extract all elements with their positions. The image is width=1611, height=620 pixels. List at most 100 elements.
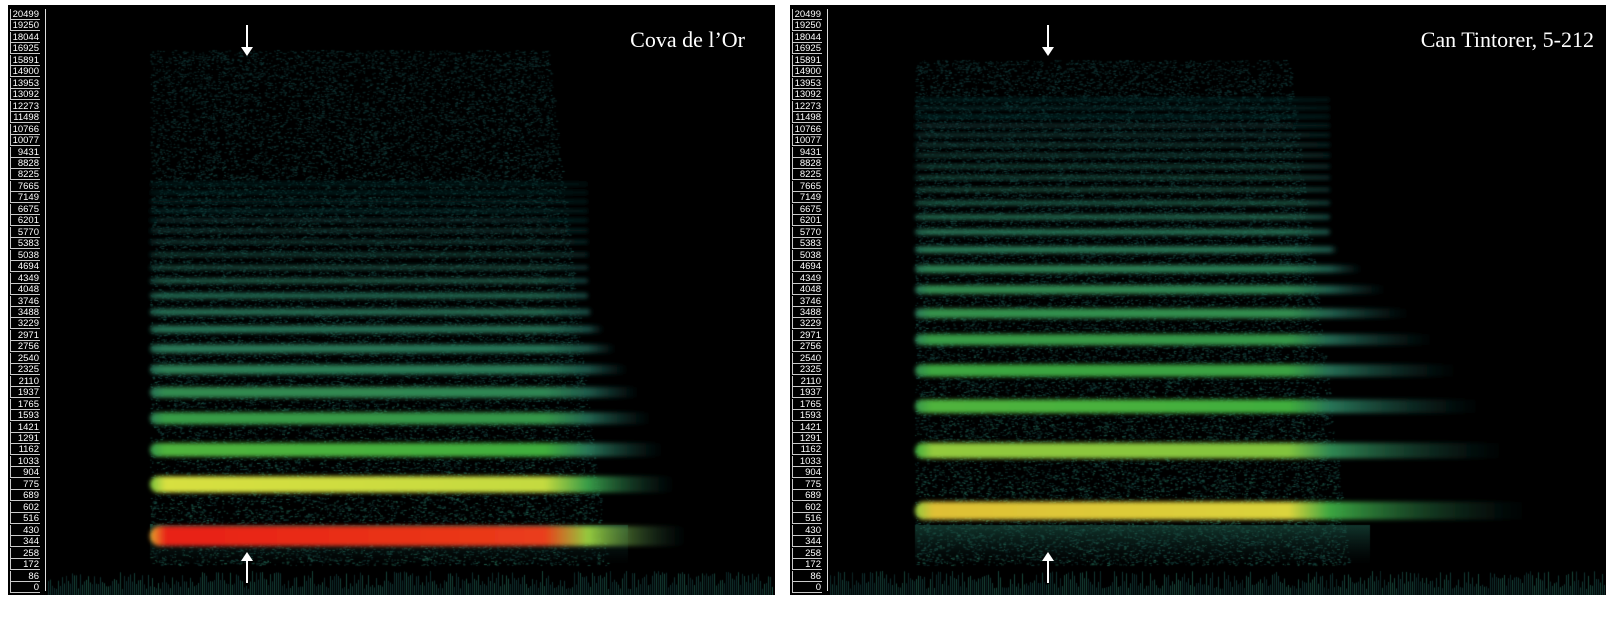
y-tick-label: 4048 [792,284,822,296]
harmonic-band [915,154,1330,157]
harmonic-band [915,399,1482,414]
harmonic-band [915,188,1330,192]
y-tick-label: 258 [10,547,40,559]
down-arrow-icon [241,25,253,56]
y-tick-label: 20499 [792,9,822,20]
y-tick-label: 0 [10,582,40,593]
harmonic-band [915,265,1362,273]
y-tick-label: 5383 [10,238,40,250]
noise-layer [48,5,773,595]
spectrogram-plot-left [48,5,773,595]
y-tick-label: 3229 [10,318,40,330]
y-tick-label: 1033 [792,455,822,467]
y-tick-label: 3746 [10,295,40,307]
y-tick-label: 1162 [792,444,822,456]
harmonics-layer [150,182,688,546]
y-tick-label: 516 [10,513,40,525]
y-tick-label: 1033 [10,455,40,467]
y-tick-label: 14900 [10,66,40,78]
y-tick-label: 13092 [10,89,40,101]
y-tick-label: 3746 [792,295,822,307]
frequency-axis-right: 20499 19250 18044 16925 15891 14900 13953 13092… [790,5,828,595]
y-tick-label: 4694 [792,261,822,273]
harmonics-layer [915,98,1530,520]
harmonic-band [915,285,1386,294]
harmonic-band [915,334,1434,346]
y-tick-label: 5770 [10,226,40,238]
y-tick-label: 1937 [792,387,822,399]
y-tick-label: 6201 [792,215,822,227]
y-tick-label: 15891 [10,54,40,66]
y-tick-label: 775 [10,478,40,490]
y-tick-label: 16925 [10,43,40,55]
y-tick-label: 5770 [792,226,822,238]
y-tick-label: 1765 [10,398,40,410]
y-tick-label: 2756 [792,341,822,353]
harmonic-band [915,308,1410,319]
harmonic-band [915,143,1330,147]
y-tick-label: 8225 [792,169,822,181]
y-tick-label: 2110 [10,375,40,387]
y-tick-label: 1765 [792,398,822,410]
harmonic-band [150,387,640,398]
y-tick-label: 4349 [10,272,40,284]
harmonic-band [915,246,1338,253]
y-tick-label: 8828 [792,157,822,169]
y-tick-label: 2110 [792,375,822,387]
y-tick-label: 5038 [10,249,40,261]
up-arrow-icon [1042,552,1054,583]
axis-spine [827,9,828,591]
spectrogram-plot-right [830,5,1606,595]
harmonic-band [915,214,1330,220]
y-tick-label: 2756 [10,341,40,353]
y-tick-label: 904 [10,467,40,479]
y-tick-label: 172 [792,559,822,571]
y-tick-label: 11498 [792,112,822,124]
y-tick-label: 13092 [792,89,822,101]
harmonic-band [915,501,1530,520]
y-tick-label: 19250 [10,20,40,32]
y-tick-label: 5038 [792,249,822,261]
down-arrow-icon [1042,25,1054,56]
y-tick-label: 516 [792,513,822,525]
y-tick-label: 3488 [10,306,40,318]
harmonic-band [150,526,688,546]
spectrogram-panel-left: 20499 19250 18044 16925 15891 14900 13953 13092… [8,5,775,595]
y-tick-label: 10766 [792,123,822,135]
y-tick-label: 172 [10,559,40,571]
harmonic-band [915,165,1330,168]
y-tick-label: 775 [792,478,822,490]
harmonic-band [915,115,1330,118]
y-tick-label: 14900 [792,66,822,78]
y-tick-label: 8225 [10,169,40,181]
harmonic-band [150,344,616,353]
harmonic-band [915,124,1330,127]
y-tick-label: 10766 [10,123,40,135]
y-tick-label: 3488 [792,306,822,318]
y-tick-label: 1421 [10,421,40,433]
spectrogram-panel-right: 20499 19250 18044 16925 15891 14900 13953 13092… [790,5,1606,595]
harmonic-band [915,229,1330,235]
y-tick-label: 86 [792,570,822,582]
y-tick-label: 9431 [10,146,40,158]
y-tick-label: 7149 [10,192,40,204]
y-tick-label: 20499 [10,9,40,20]
y-tick-label: 7149 [792,192,822,204]
y-tick-label: 6675 [792,203,822,215]
harmonic-band [150,191,588,194]
up-arrow-icon [241,552,253,583]
y-tick-label: 16925 [792,43,822,55]
harmonic-band [150,253,588,256]
harmonic-band [150,308,592,316]
y-tick-label: 4349 [792,272,822,284]
y-tick-label: 7665 [792,180,822,192]
y-tick-label: 18044 [792,31,822,43]
harmonic-band [915,176,1330,180]
y-tick-label: 1162 [10,444,40,456]
harmonic-band [150,278,588,284]
y-tick-label: 1593 [10,410,40,422]
harmonic-band [150,412,652,425]
y-tick-label: 2540 [10,352,40,364]
y-tick-label: 4694 [10,261,40,273]
y-tick-label: 1421 [792,421,822,433]
